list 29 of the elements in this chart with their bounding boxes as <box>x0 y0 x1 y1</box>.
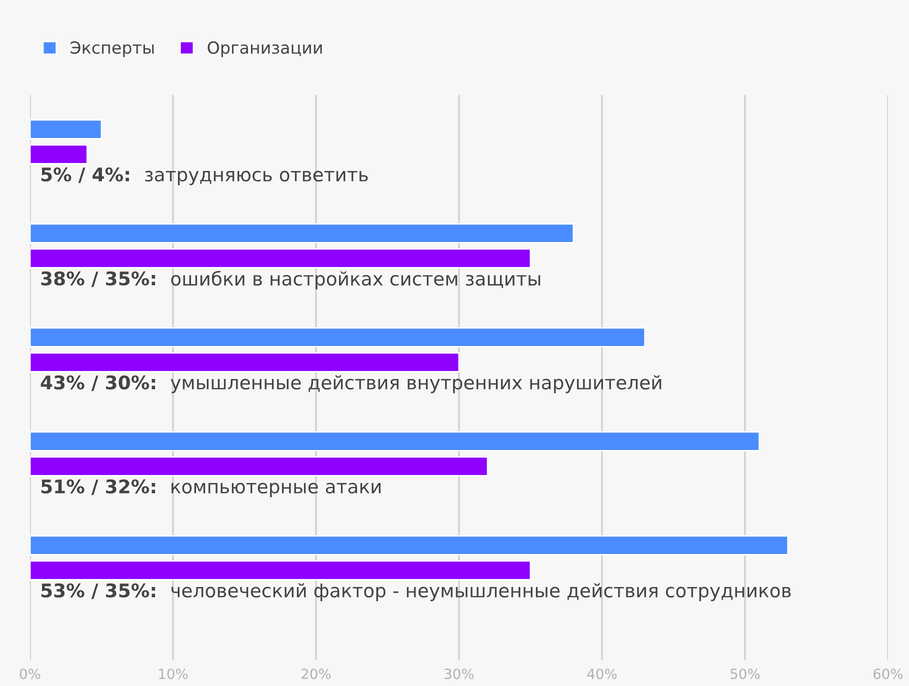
x-tick-label: 40% <box>587 668 617 680</box>
legend-label: Эксперты <box>70 41 154 58</box>
legend-label: Организации <box>208 41 322 58</box>
y-tick-label: компьютерные атаки <box>172 482 381 498</box>
x-tick-label: 10% <box>159 668 188 680</box>
y-tick-label: ошибки в настройках систем защиты <box>171 270 540 290</box>
x-tick-label: 20% <box>302 668 331 680</box>
bar <box>30 560 532 580</box>
text: 38% / 35%: <box>41 271 156 288</box>
y-tick-label: умышленные действия внутренних нарушителей <box>170 375 662 394</box>
x-tick-label: 30% <box>444 668 474 680</box>
text: 5% / 4%: <box>41 167 129 184</box>
x-tick-label: 60% <box>874 668 903 680</box>
text: 43% / 30%: <box>40 375 156 392</box>
text: 53% / 35%: <box>41 583 156 600</box>
text: 51% / 32%: <box>41 479 156 496</box>
bar <box>30 431 760 452</box>
bar <box>30 352 460 372</box>
y-tick-label: затрудняюсь ответить <box>145 170 368 186</box>
bar <box>30 456 488 476</box>
bar <box>30 119 102 140</box>
bar <box>30 144 88 164</box>
x-tick-label: 0% <box>20 668 40 680</box>
bar <box>30 223 574 244</box>
y-tick-label: человеческий фактор - неумышленные действия сотрудников <box>172 583 791 602</box>
bar <box>30 327 646 348</box>
x-tick-label: 50% <box>730 668 760 680</box>
bar <box>30 535 789 556</box>
bar <box>30 248 532 268</box>
